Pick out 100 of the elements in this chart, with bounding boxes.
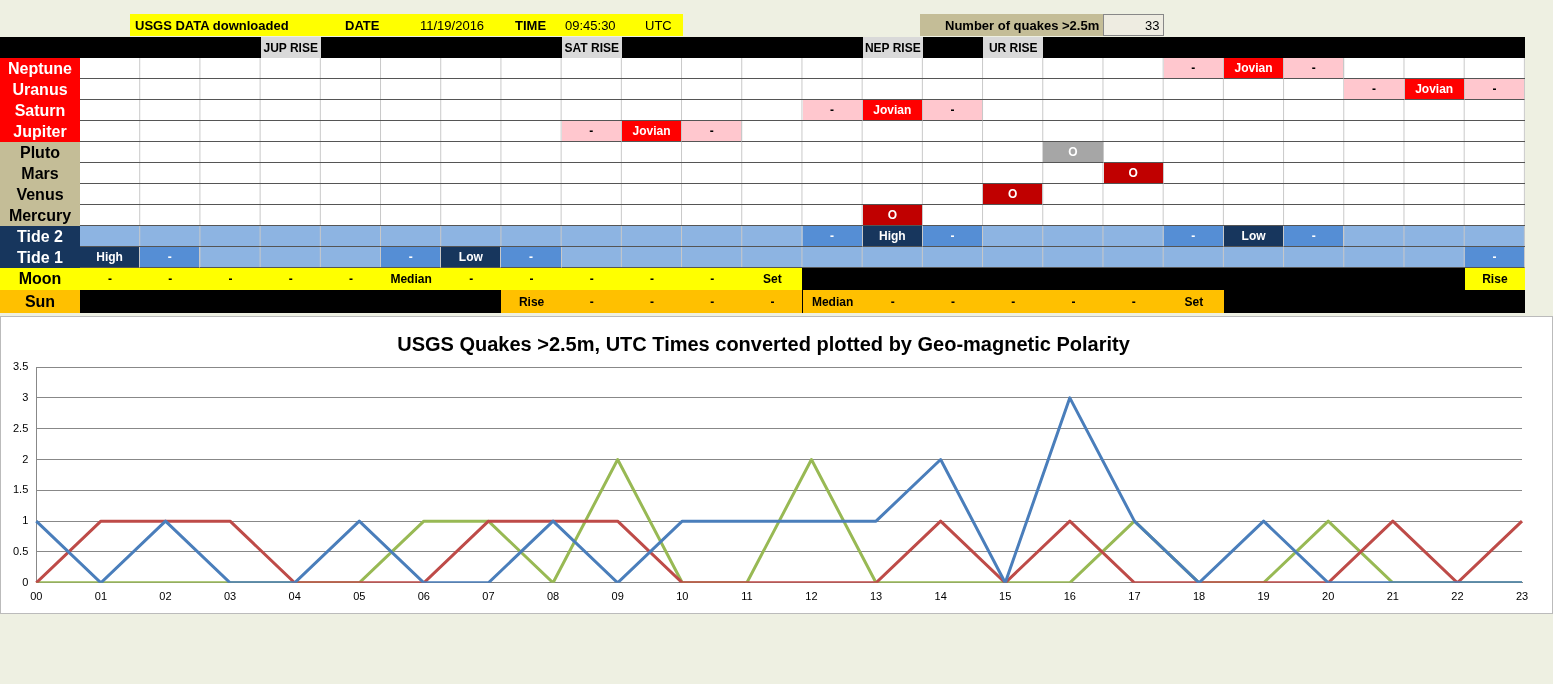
text: - [1191,229,1196,243]
text: - [288,272,293,286]
text: - [709,124,714,138]
text: - [710,294,715,309]
text: Rise [518,294,545,309]
text: - [168,272,173,286]
y-tick-label: 2.5 [12,421,29,434]
text: - [1492,250,1497,264]
text: - [1492,82,1497,96]
x-tick-label: 18 [1192,590,1206,603]
text: - [469,272,474,286]
text: - [589,124,594,138]
text: - [228,272,233,286]
text: Jovian [873,103,912,117]
x-tick-label: 19 [1257,590,1270,603]
category-label: Uranus [12,80,68,98]
text: O [1128,166,1138,180]
category-label: Moon [18,270,62,287]
text: - [1131,294,1136,309]
x-tick-label: 20 [1322,590,1335,603]
text: - [951,294,955,309]
text: NEP RISE [864,40,921,55]
x-tick-label: 03 [223,590,237,603]
text: - [1311,61,1316,75]
category-label: Tide 1 [17,248,63,266]
text: Median [390,272,432,286]
text: O [887,208,897,222]
y-tick-label: 0 [22,575,29,588]
text: - [408,250,413,264]
y-tick-label: 1 [22,514,29,527]
text: High [96,250,123,264]
x-tick-label: 07 [482,590,495,603]
text: Jovian [632,124,671,138]
x-tick-label: 01 [94,590,108,603]
text: - [1311,229,1316,243]
x-tick-label: 17 [1128,590,1141,603]
text: O [1008,187,1018,201]
text: - [529,272,534,286]
text: - [1191,61,1196,75]
text: USGS DATA downloaded [135,18,289,33]
text: - [1071,294,1076,309]
text: - [830,103,835,117]
text: High [878,229,906,243]
text: Rise [1482,272,1508,286]
text: TIME [515,18,547,33]
text: Number of quakes >2.5m [945,18,1100,33]
text: JUP RISE [263,40,318,55]
y-tick-label: 2 [22,452,29,465]
text: - [167,250,172,264]
text: 33 [1145,18,1160,33]
text: - [589,294,594,309]
x-tick-label: 23 [1515,590,1529,603]
x-tick-label: 06 [417,590,430,603]
x-tick-label: 21 [1386,590,1399,603]
y-tick-label: 1.5 [12,483,29,496]
text: - [1371,82,1376,96]
text: - [710,272,715,286]
text: - [830,229,835,243]
x-tick-label: 13 [869,590,883,603]
text: Jovian [1234,61,1273,75]
text: Low [458,250,483,264]
x-tick-label: 05 [353,590,366,603]
text: - [348,272,353,286]
category-label: Saturn [14,101,66,119]
x-tick-label: 15 [999,590,1012,603]
text: - [589,272,594,286]
text: - [1011,294,1016,309]
x-tick-label: 22 [1451,590,1464,603]
text: 11/19/2016 [420,18,485,33]
text: - [649,294,654,309]
category-label: Pluto [20,143,60,161]
text: Median [811,294,854,309]
text: DATE [345,18,380,33]
text: Jovian [1415,82,1454,96]
category-label: Sun [24,292,56,310]
category-label: Jupiter [13,122,67,140]
category-label: Mars [21,164,59,182]
x-tick-label: 10 [676,590,689,603]
x-tick-label: 12 [805,590,818,603]
y-tick-label: 0.5 [12,545,29,557]
x-tick-label: 00 [30,590,43,603]
x-tick-label: 09 [611,590,624,603]
text: 09:45:30 [565,18,616,33]
category-label: Tide 2 [17,227,63,245]
category-label: Neptune [8,59,72,77]
text: - [890,294,895,309]
text: Low [1241,229,1266,243]
text: - [649,272,654,286]
text: - [529,250,534,264]
y-tick-label: 3 [22,390,29,403]
x-tick-label: 08 [546,590,560,603]
x-tick-label: 02 [159,590,172,603]
text: - [770,294,775,309]
text: UTC [645,18,672,33]
text: Set [763,272,782,286]
text: UR RISE [988,40,1038,55]
category-label: Venus [16,185,64,203]
x-tick-label: 16 [1063,590,1076,603]
text: - [950,103,955,117]
y-tick-label: 3.5 [12,360,29,373]
